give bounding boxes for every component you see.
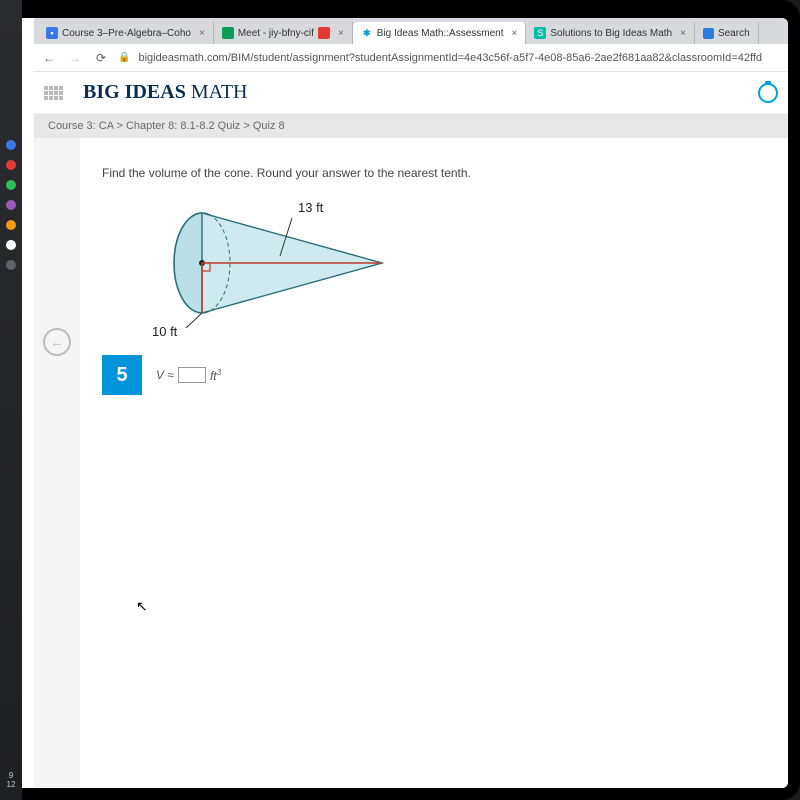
- forward-button[interactable]: →: [66, 51, 84, 65]
- unit-exp: 3: [217, 368, 221, 377]
- rail-back-button[interactable]: ←: [43, 328, 71, 356]
- cone-figure: 13 ft 10 ft: [152, 188, 766, 343]
- browser-toolbar: ← → ⟳ 🔒 bigideasmath.com/BIM/student/ass…: [34, 44, 788, 72]
- newtab-icon: [703, 28, 714, 39]
- mouse-cursor-icon: ↖: [136, 598, 148, 615]
- question-answer-row: 5 V ≈ ft3: [102, 355, 766, 395]
- answer-unit: ft3: [210, 368, 221, 383]
- tab-label: Big Ideas Math::Assessment: [377, 28, 504, 39]
- question-prompt: Find the volume of the cone. Round your …: [102, 166, 766, 180]
- tab-label: Meet - jiy-bfny-cif: [238, 28, 314, 39]
- answer-line: V ≈ ft3: [156, 367, 221, 383]
- back-button[interactable]: ←: [40, 51, 58, 65]
- browser-tab-strip: ▪ Course 3–Pre-Algebra–Coho × Meet - jiy…: [34, 18, 788, 44]
- close-icon[interactable]: ×: [338, 28, 344, 39]
- tab-slader[interactable]: S Solutions to Big Ideas Math ×: [526, 22, 695, 44]
- app-menu-grid-icon[interactable]: [44, 86, 63, 100]
- close-icon[interactable]: ×: [512, 28, 518, 39]
- app-header: BIG IDEAS MATH: [34, 72, 788, 114]
- brand-thin: MATH: [186, 81, 248, 103]
- person-icon: ▪: [46, 27, 58, 39]
- answer-input[interactable]: [178, 367, 206, 383]
- tab-label: Search: [718, 28, 750, 39]
- tab-course3[interactable]: ▪ Course 3–Pre-Algebra–Coho ×: [38, 22, 214, 44]
- record-icon: [318, 27, 330, 39]
- breadcrumb: Course 3: CA > Chapter 8: 8.1-8.2 Quiz >…: [34, 114, 788, 138]
- clock-line2: 12: [12, 781, 20, 788]
- tab-search[interactable]: Search: [695, 22, 759, 44]
- tab-meet[interactable]: Meet - jiy-bfny-cif ×: [214, 22, 353, 44]
- tab-label: Solutions to Big Ideas Math: [550, 28, 672, 39]
- meet-icon: [222, 27, 234, 39]
- brand-bold: BIG IDEAS: [83, 81, 186, 103]
- bim-icon: ✱: [361, 27, 373, 39]
- url-text[interactable]: bigideasmath.com/BIM/student/assignment?…: [138, 52, 762, 64]
- main-area: ← Find the volume of the cone. Round you…: [34, 138, 788, 788]
- os-clock: 9 12: [12, 772, 20, 788]
- unit-base: ft: [210, 369, 217, 383]
- tab-bigideas-active[interactable]: ✱ Big Ideas Math::Assessment ×: [353, 22, 527, 44]
- slader-icon: S: [534, 27, 546, 39]
- tab-label: Course 3–Pre-Algebra–Coho: [62, 28, 191, 39]
- brand-logo: BIG IDEAS MATH: [83, 81, 247, 104]
- os-sidebar: 9 12: [12, 18, 22, 788]
- answer-prefix: V ≈: [156, 368, 174, 382]
- question-number-badge: 5: [102, 355, 142, 395]
- question-card: Find the volume of the cone. Round your …: [80, 138, 788, 788]
- left-rail: ←: [34, 138, 80, 788]
- slant-label: 13 ft: [298, 200, 324, 215]
- lock-icon: 🔒: [118, 52, 130, 63]
- diameter-label: 10 ft: [152, 324, 178, 338]
- close-icon[interactable]: ×: [199, 28, 205, 39]
- reload-button[interactable]: ⟳: [92, 51, 110, 65]
- stopwatch-icon[interactable]: [758, 83, 778, 103]
- close-icon[interactable]: ×: [680, 28, 686, 39]
